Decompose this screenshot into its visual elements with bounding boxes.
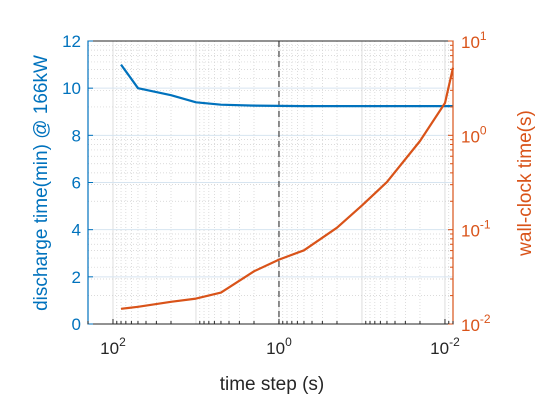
axis-tick-labels: 0 2 4 6 8 10 12 10-2 10-1 100 101 102 100 10-2 — [62, 29, 491, 358]
x-tick-label: 100 — [266, 335, 292, 358]
left-tick-label: 10 — [62, 79, 81, 98]
right-tick-label: 100 — [461, 123, 487, 146]
left-tick-label: 6 — [72, 174, 81, 193]
left-tick-label: 8 — [72, 126, 81, 145]
series-line-left — [120, 63, 453, 108]
left-tick-label: 0 — [72, 315, 81, 334]
right-tick-label: 10-2 — [461, 312, 491, 335]
right-tick-label: 101 — [461, 29, 487, 52]
left-tick-label: 4 — [72, 221, 81, 240]
left-y-axis-label: discharge time(min) @ 166kW — [31, 55, 52, 311]
left-tick-label: 12 — [62, 32, 81, 51]
series-line-right — [120, 67, 455, 310]
x-tick-label: 102 — [100, 335, 126, 358]
axis-tick-marks — [87, 40, 454, 325]
left-tick-label: 2 — [72, 268, 81, 287]
x-tick-label: 10-2 — [430, 335, 460, 358]
grid-lines — [87, 40, 454, 325]
right-tick-label: 10-1 — [461, 218, 491, 241]
right-y-axis-label: wall-clock time(s) — [515, 110, 536, 257]
x-axis-label: time step (s) — [220, 374, 325, 395]
series-lines — [120, 63, 455, 310]
